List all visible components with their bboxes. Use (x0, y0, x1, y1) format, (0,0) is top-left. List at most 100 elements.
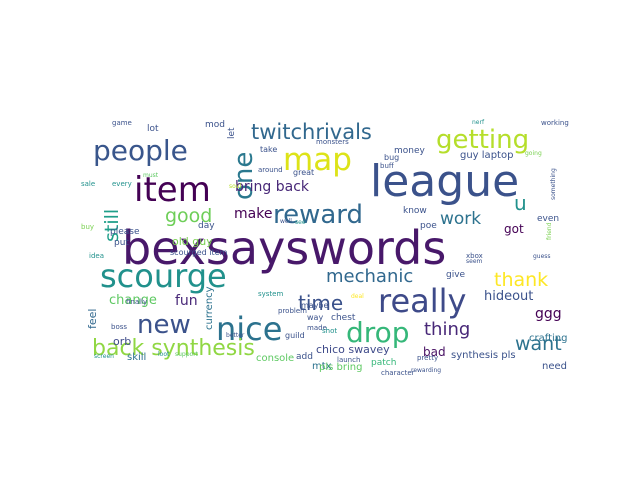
cloud-word-ggg: ggg (535, 306, 562, 322)
cloud-word-change: change (109, 293, 157, 308)
cloud-word-boss: boss (111, 323, 127, 331)
cloud-word-pls-bring: pls bring (319, 362, 362, 373)
cloud-word-idea: idea (89, 252, 104, 260)
cloud-word-finally: finally (126, 298, 147, 306)
cloud-word-deal: deal (351, 293, 364, 300)
cloud-word-let: let (227, 127, 237, 139)
cloud-word-want: want (515, 333, 562, 355)
cloud-word-take: take (260, 145, 277, 154)
cloud-word-guy-laptop: guy laptop (460, 150, 513, 161)
cloud-word-system: system (258, 290, 283, 298)
cloud-word-bad: bad (423, 345, 446, 359)
cloud-word-know: know (403, 206, 427, 216)
cloud-word-need: need (542, 361, 567, 372)
cloud-word-please: please (110, 227, 140, 237)
cloud-word-scourged-item: scourged item (170, 248, 228, 257)
cloud-word-loot: loot (158, 351, 170, 358)
cloud-word-new: new (137, 310, 191, 340)
cloud-word-u: u (514, 191, 527, 215)
cloud-word-bring-back: bring back (235, 179, 310, 195)
cloud-word-feel: feel (86, 309, 99, 329)
cloud-word-back-synthesis: back synthesis (92, 336, 255, 361)
cloud-word-something: something (550, 168, 557, 200)
cloud-word-old-guy: old guy (172, 235, 213, 248)
cloud-word-even: even (537, 214, 559, 224)
cloud-word-going: going (525, 150, 542, 157)
cloud-word-scourge: scourge (100, 257, 227, 295)
cloud-word-thank: thank (494, 269, 548, 291)
cloud-word-work: work (440, 209, 481, 229)
cloud-word-every: every (112, 180, 132, 188)
cloud-word-guess: guess (533, 253, 551, 260)
cloud-word-time: time (298, 291, 343, 315)
cloud-word-hideout: hideout (484, 289, 533, 304)
cloud-word-drop: drop (346, 316, 410, 349)
cloud-word-monsters: monsters (316, 138, 349, 146)
cloud-word-lot: lot (147, 124, 159, 134)
cloud-word-chico-swavey: chico swavey (316, 343, 390, 356)
cloud-word-orb: orb (113, 335, 131, 348)
cloud-word-mtx: mtx (312, 361, 332, 372)
cloud-word-around: around (258, 166, 283, 174)
cloud-word-well: well (280, 218, 292, 225)
cloud-word-crafting: crafting (529, 333, 567, 344)
cloud-word-map: map (283, 142, 352, 178)
cloud-word-chest: chest (331, 313, 356, 323)
cloud-word-still: still (101, 209, 123, 242)
cloud-word-must: must (143, 172, 159, 179)
cloud-word-rewarding: rewarding (411, 367, 441, 374)
cloud-word-pretty: pretty (417, 354, 438, 362)
cloud-word-currency: currency (204, 286, 215, 330)
cloud-word-launch: launch (337, 356, 360, 364)
cloud-word-see: see (295, 219, 306, 226)
cloud-word-nerf: nerf (472, 119, 485, 126)
cloud-word-good: good (165, 205, 212, 227)
cloud-word-guild: guild (285, 331, 305, 340)
cloud-word-buy: buy (81, 223, 94, 231)
cloud-word-xbox: xbox (466, 252, 483, 260)
cloud-word-mod: mod (205, 120, 225, 130)
cloud-word-patch: patch (371, 358, 396, 368)
cloud-word-getting: getting (436, 125, 529, 155)
cloud-word-friend: friend (546, 222, 553, 240)
cloud-word-add: add (296, 352, 313, 362)
cloud-word-really: really (378, 282, 466, 320)
cloud-word-made: made (307, 324, 327, 332)
cloud-word-great: great (293, 168, 314, 177)
cloud-word-twitchrivals: twitchrivals (251, 120, 372, 144)
cloud-word-synthesis-pls: synthesis pls (451, 350, 516, 361)
cloud-word-soul: soul (229, 183, 242, 190)
cloud-word-nice: nice (216, 310, 282, 348)
cloud-word-one: one (229, 152, 259, 200)
cloud-word-better: better (226, 332, 245, 339)
cloud-word-thing: thing (424, 319, 470, 340)
cloud-word-problem: problem (278, 307, 307, 315)
cloud-word-money: money (394, 146, 426, 156)
cloud-word-shot: shot (322, 327, 337, 335)
cloud-word-support: support (175, 351, 199, 358)
cloud-word-league: league (370, 156, 519, 207)
cloud-word-maybe: maybe (301, 301, 329, 310)
cloud-word-character: character (381, 369, 415, 377)
cloud-word-reward: reward (273, 200, 363, 230)
cloud-word-screen: screen (94, 353, 114, 360)
cloud-word-way: way (307, 313, 323, 322)
cloud-word-item: item (134, 170, 211, 210)
cloud-word-put: put (114, 238, 129, 248)
cloud-word-bug: bug (384, 153, 399, 162)
cloud-word-sale: sale (81, 180, 95, 188)
cloud-word-working: working (541, 119, 569, 127)
cloud-word-make: make (234, 206, 272, 222)
cloud-word-mechanic: mechanic (326, 266, 413, 287)
cloud-word-game: game (112, 119, 132, 127)
cloud-word-day: day (198, 221, 215, 231)
cloud-word-people: people (93, 134, 188, 167)
cloud-word-bexsayswords: bexsayswords (122, 221, 446, 275)
cloud-word-buff: buff (380, 162, 394, 170)
cloud-word-seem: seem (466, 258, 483, 265)
cloud-word-skill: skill (127, 352, 146, 363)
cloud-word-console: console (256, 353, 294, 364)
cloud-word-give: give (446, 270, 466, 280)
cloud-word-got: got (504, 222, 524, 236)
